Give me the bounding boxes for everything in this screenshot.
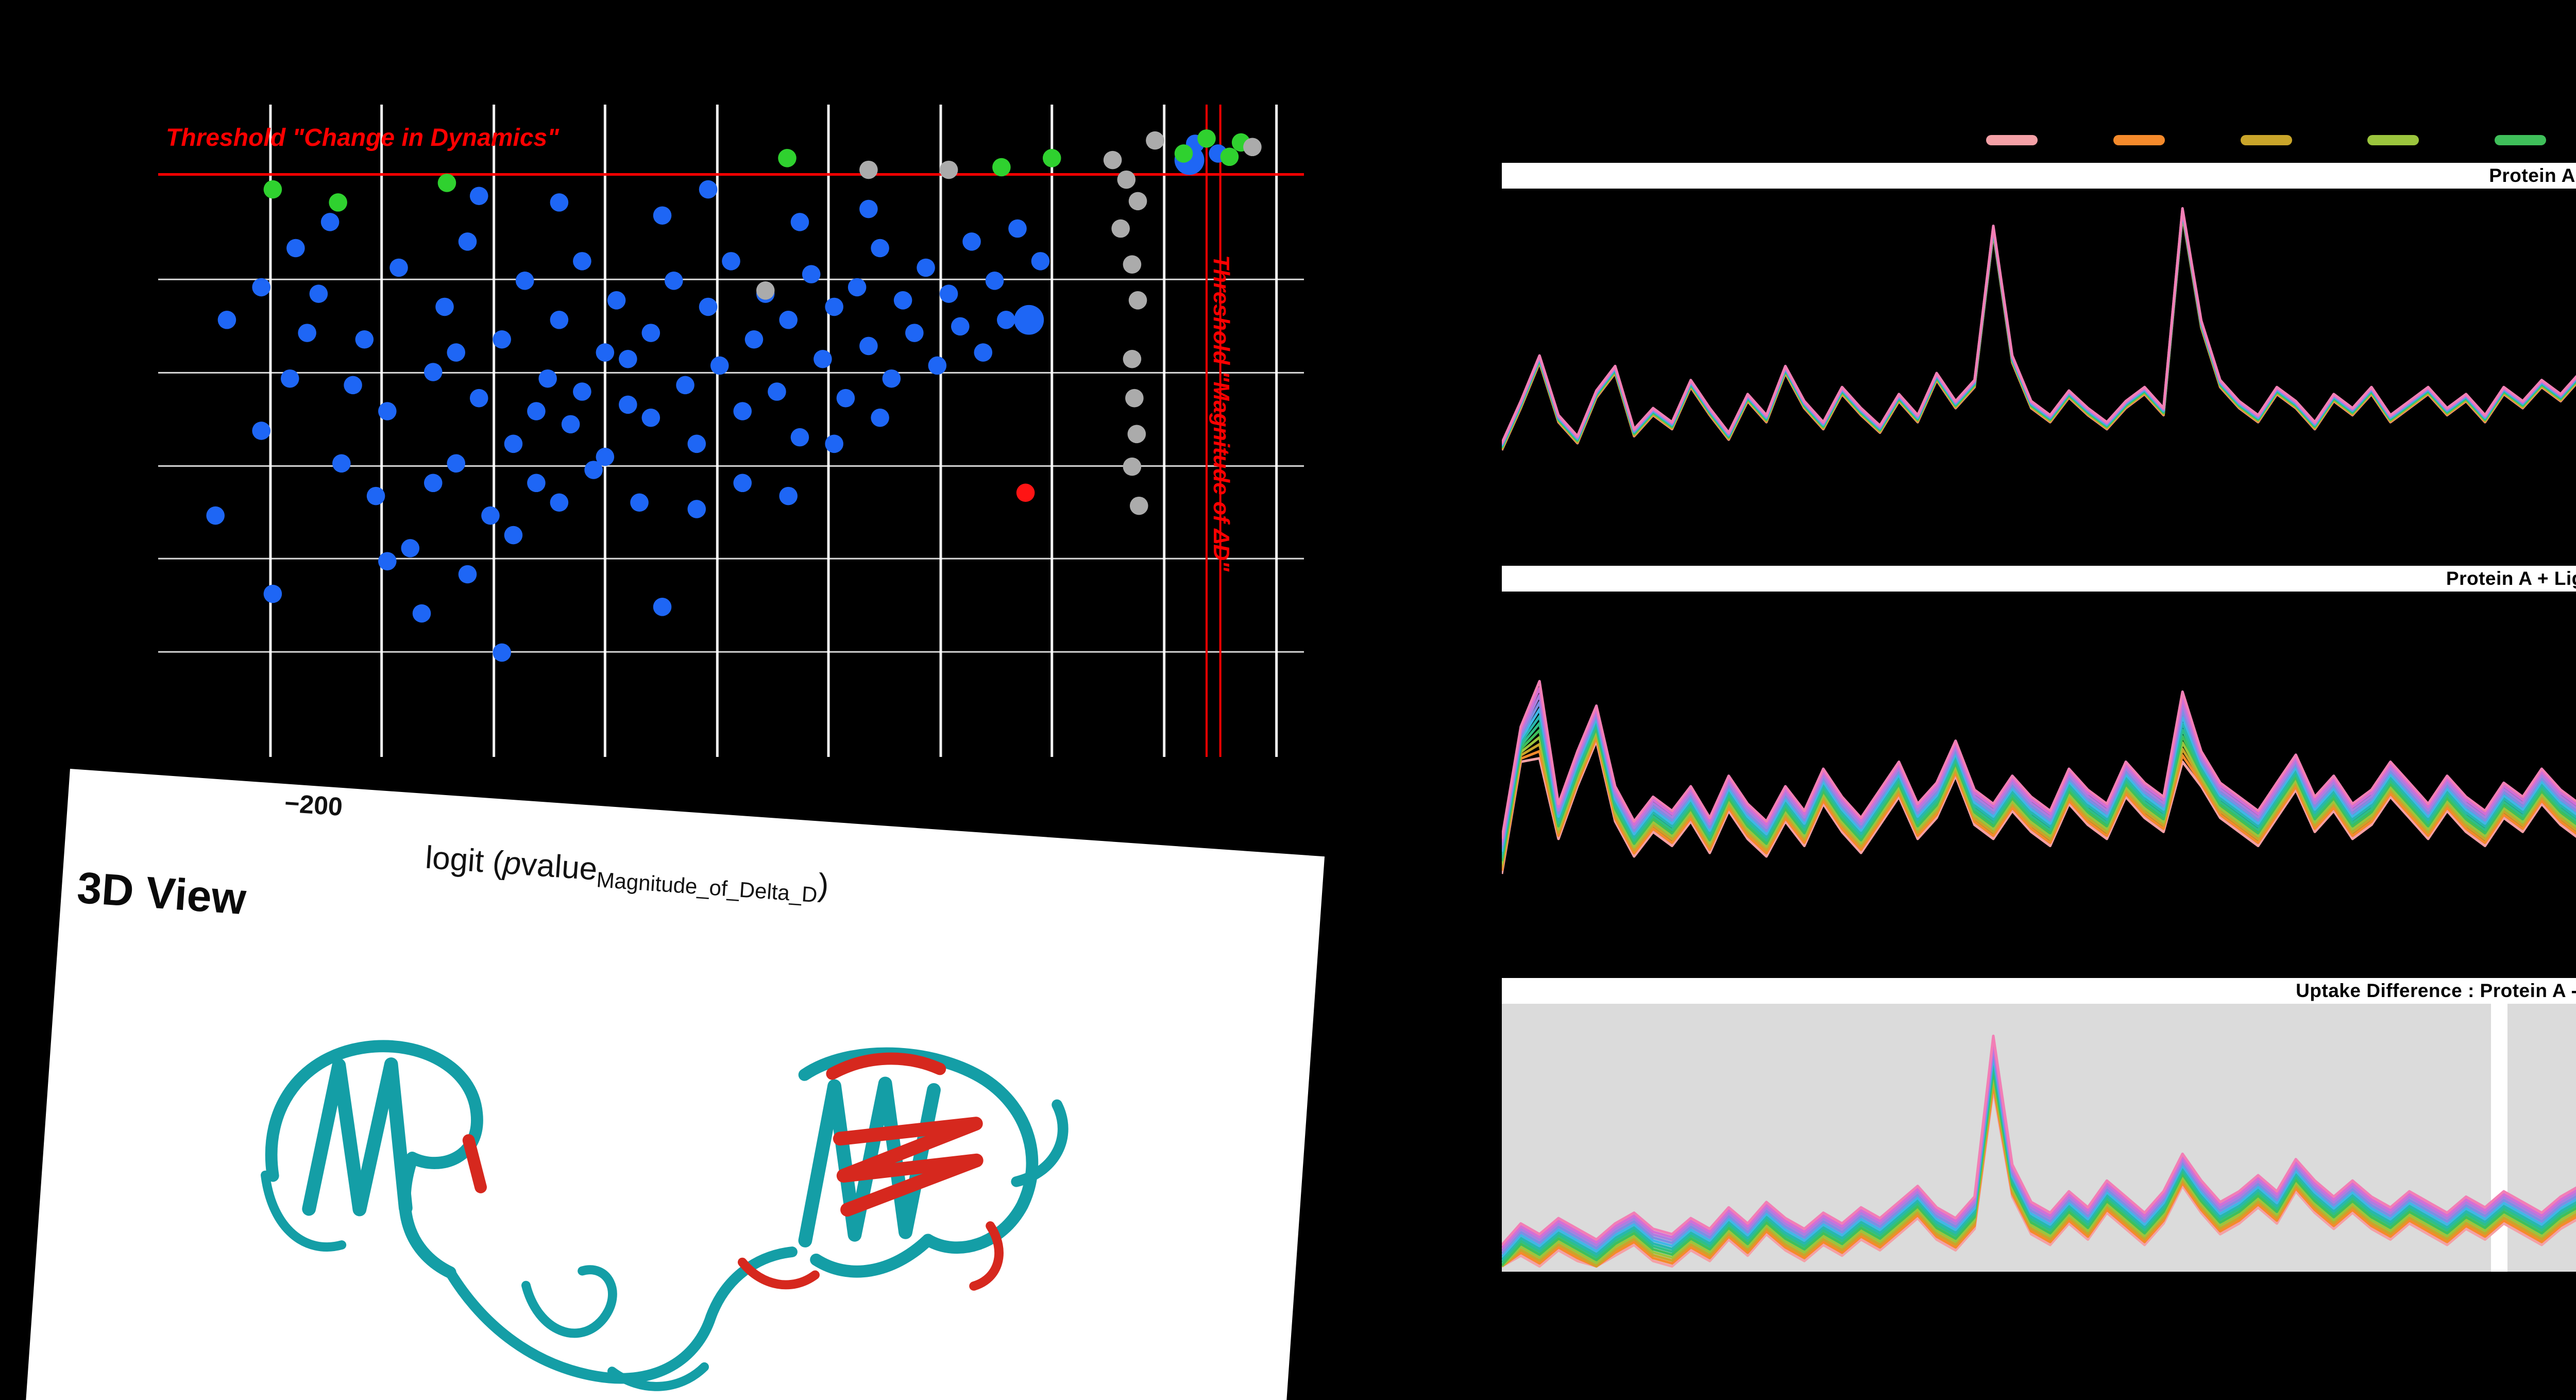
view3d-viewport[interactable]: [147, 932, 1190, 1400]
view3d-title: 3D View: [75, 863, 248, 924]
axis-label-subscript: Magnitude_of_Delta_D: [596, 867, 819, 907]
panel-title-text: Protein A: [2489, 165, 2575, 186]
panel-title-text: Protein A + Ligand: [2446, 568, 2576, 589]
uptake-chart-protein-a-ligand: [1502, 594, 2576, 944]
legend-swatch[interactable]: [1986, 135, 2038, 145]
axis-label-rest: value: [519, 846, 599, 887]
volcano-x-tick: −200: [283, 788, 344, 821]
panel-title-uptake-difference: Uptake Difference : Protein A - (Protein…: [1502, 978, 2576, 1004]
panel-title-text: Uptake Difference : Protein A - (Protein…: [2296, 980, 2576, 1001]
panel-title-protein-a-ligand: Protein A + Ligand: [1502, 566, 2576, 592]
legend-swatch[interactable]: [2113, 135, 2165, 145]
uptake-chart-protein-a: [1502, 198, 2576, 548]
volcano-x-axis-label: logit (pvalueMagnitude_of_Delta_D): [424, 839, 830, 908]
threshold-magnitude-label: Threshold "Magnitude of ΔD": [1209, 255, 1234, 571]
legend-swatch[interactable]: [2495, 135, 2547, 145]
uptake-difference-lines[interactable]: [1502, 1004, 2576, 1272]
axis-label-prefix: logit (: [424, 839, 505, 881]
volcano-plot[interactable]: [158, 105, 1304, 757]
threshold-dynamics-label: Threshold "Change in Dynamics": [166, 124, 559, 151]
uptake-difference-chart: [1502, 1004, 2576, 1272]
legend-swatch[interactable]: [2240, 135, 2292, 145]
uptake-lines-protein-a[interactable]: [1502, 198, 2576, 548]
protein-ribbon: [261, 1040, 1069, 1391]
volcano-plot-panel: [158, 105, 1304, 757]
axis-label-suffix: ): [817, 867, 830, 904]
axis-label-p: p: [502, 845, 522, 882]
panel-title-protein-a: Protein A: [1502, 163, 2576, 189]
legend-swatch[interactable]: [2367, 135, 2419, 145]
timepoint-legend: [1986, 134, 2576, 146]
structure-3d-card: −200 logit (pvalueMagnitude_of_Delta_D) …: [16, 769, 1325, 1400]
uptake-lines-protein-a-ligand[interactable]: [1502, 594, 2576, 944]
